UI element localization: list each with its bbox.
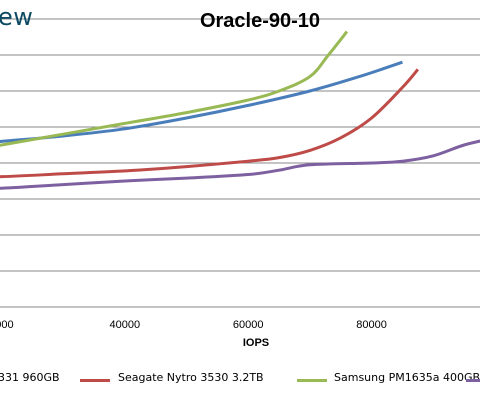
series-lines xyxy=(0,30,480,190)
legend-item-series-2: Seagate Nytro 3530 3.2TB xyxy=(118,371,264,384)
legend: 331 960GB Seagate Nytro 3530 3.2TB Samsu… xyxy=(0,371,480,389)
brand-logo-text: ew xyxy=(0,3,34,31)
legend-swatch-series-3 xyxy=(297,379,327,382)
series-line-1 xyxy=(0,60,403,144)
legend-swatch-series-4 xyxy=(466,379,480,382)
legend-item-series-3: Samsung PM1635a 400GB xyxy=(334,371,480,384)
x-tick-labels: 0000 40000 60000 80000 xyxy=(0,319,387,331)
x-tick-label: 80000 xyxy=(356,319,387,331)
legend-label-series-2: Seagate Nytro 3530 3.2TB xyxy=(118,371,264,384)
legend-label-series-1: 331 960GB xyxy=(0,371,60,384)
legend-swatch-series-2 xyxy=(80,379,110,382)
series-line-3 xyxy=(0,30,349,147)
x-axis-label: IOPS xyxy=(243,337,269,349)
series-line-2 xyxy=(0,68,420,179)
x-tick-label: 60000 xyxy=(233,319,264,331)
chart-title: Oracle-90-10 xyxy=(199,10,321,32)
x-tick-label: 0000 xyxy=(0,319,14,331)
legend-item-series-1: 331 960GB xyxy=(0,371,60,384)
legend-label-series-3: Samsung PM1635a 400GB xyxy=(334,371,480,384)
series-line-4 xyxy=(0,139,480,190)
x-tick-label: 40000 xyxy=(110,319,141,331)
